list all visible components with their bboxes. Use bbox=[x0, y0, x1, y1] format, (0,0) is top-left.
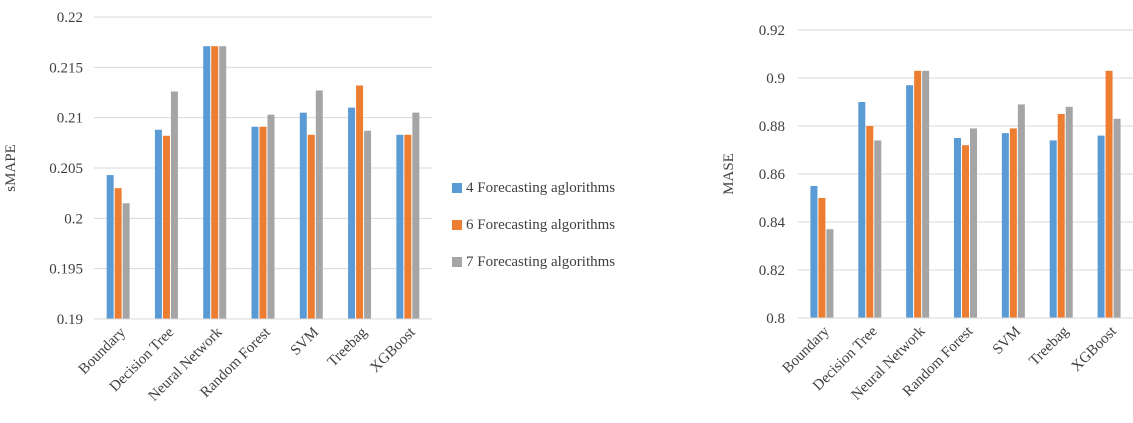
mase-y-tick-label: 0.82 bbox=[759, 263, 785, 279]
smape-y-tick-label: 0.21 bbox=[57, 111, 83, 127]
mase-bar-neural-network-series-1 bbox=[906, 85, 914, 318]
smape-bar-treebag-series-3 bbox=[364, 130, 372, 319]
legend-item-7-algorithms: 7 Forecasting algorithms bbox=[452, 252, 615, 272]
smape-bar-neural-network-series-1 bbox=[203, 46, 211, 320]
legend-swatch-7-algorithms bbox=[452, 257, 462, 267]
smape-bar-treebag-series-2 bbox=[356, 85, 364, 319]
mase-bar-treebag-series-3 bbox=[1065, 106, 1073, 318]
mase-x-tick-label: Treebag bbox=[1026, 323, 1072, 369]
smape-x-tick-label: Treebag bbox=[325, 324, 371, 370]
smape-bar-neural-network-series-2 bbox=[211, 46, 219, 320]
mase-bar-decision-tree-series-1 bbox=[858, 102, 866, 318]
smape-bar-svm-series-1 bbox=[299, 112, 307, 319]
mase-bar-neural-network-series-2 bbox=[914, 70, 922, 318]
mase-bar-decision-tree-series-3 bbox=[874, 140, 882, 318]
legend: 4 Forecasting aglorithms 6 Forecasting a… bbox=[452, 178, 615, 289]
mase-bar-boundary-series-3 bbox=[826, 229, 834, 318]
mase-bar-svm-series-1 bbox=[1001, 133, 1009, 318]
smape-bar-svm-series-2 bbox=[307, 134, 315, 319]
mase-y-tick-label: 0.84 bbox=[759, 215, 786, 231]
mase-bar-neural-network-series-3 bbox=[922, 70, 930, 318]
legend-label-7-algorithms: 7 Forecasting algorithms bbox=[466, 253, 616, 270]
smape-bar-random-forest-series-1 bbox=[251, 126, 259, 319]
mase-y-axis-title: MASE bbox=[721, 153, 737, 195]
smape-y-tick-label: 0.215 bbox=[49, 60, 83, 76]
smape-bar-xgboost-series-2 bbox=[404, 134, 412, 319]
mase-x-tick-label: SVM bbox=[990, 324, 1024, 358]
mase-bar-svm-series-3 bbox=[1017, 104, 1025, 319]
smape-bar-treebag-series-1 bbox=[348, 107, 356, 319]
smape-bar-decision-tree-series-2 bbox=[162, 135, 170, 319]
smape-bar-xgboost-series-3 bbox=[412, 112, 420, 319]
smape-bar-xgboost-series-1 bbox=[396, 134, 404, 319]
smape-bar-boundary-series-3 bbox=[122, 203, 130, 319]
smape-bar-random-forest-series-2 bbox=[259, 126, 267, 319]
smape-y-tick-label: 0.22 bbox=[57, 10, 83, 26]
mase-bar-boundary-series-2 bbox=[818, 198, 826, 318]
mase-bar-boundary-series-1 bbox=[810, 186, 818, 318]
smape-bar-svm-series-3 bbox=[315, 90, 323, 319]
mase-bar-random-forest-series-3 bbox=[970, 128, 977, 318]
mase-bar-random-forest-series-2 bbox=[962, 145, 969, 318]
smape-x-tick-label: SVM bbox=[288, 325, 322, 359]
mase-bar-treebag-series-2 bbox=[1057, 114, 1065, 318]
mase-y-tick-label: 0.88 bbox=[759, 119, 785, 135]
smape-bar-decision-tree-series-1 bbox=[154, 129, 162, 319]
smape-y-tick-label: 0.205 bbox=[49, 161, 83, 177]
smape-x-tick-label: XGBoost bbox=[367, 324, 419, 376]
mase-bar-random-forest-series-1 bbox=[954, 138, 961, 318]
mase-chart: 0.80.820.840.860.880.90.92MASEBoundaryDe… bbox=[721, 23, 1133, 403]
legend-label-4-algorithms: 4 Forecasting aglorithms bbox=[466, 179, 616, 196]
smape-bar-boundary-series-2 bbox=[114, 188, 122, 319]
mase-y-tick-label: 0.86 bbox=[759, 167, 786, 183]
smape-bar-random-forest-series-3 bbox=[267, 114, 275, 319]
mase-bar-decision-tree-series-2 bbox=[866, 126, 874, 318]
smape-y-tick-label: 0.2 bbox=[64, 211, 83, 227]
smape-bar-neural-network-series-3 bbox=[219, 46, 227, 320]
mase-bar-xgboost-series-2 bbox=[1105, 70, 1113, 318]
smape-y-axis-title: sMAPE bbox=[3, 144, 19, 192]
legend-item-4-algorithms: 4 Forecasting aglorithms bbox=[452, 178, 615, 198]
smape-chart: 0.190.1950.20.2050.210.2150.22sMAPEBound… bbox=[3, 10, 432, 404]
mase-y-tick-label: 0.92 bbox=[759, 23, 785, 39]
mase-x-tick-label: XGBoost bbox=[1069, 323, 1121, 375]
smape-y-tick-label: 0.195 bbox=[49, 262, 83, 278]
smape-bar-decision-tree-series-3 bbox=[170, 91, 178, 319]
legend-swatch-6-algorithms bbox=[452, 220, 462, 230]
mase-bar-svm-series-2 bbox=[1009, 128, 1017, 318]
mase-bar-xgboost-series-3 bbox=[1113, 118, 1121, 318]
mase-y-tick-label: 0.9 bbox=[766, 71, 785, 87]
smape-bar-boundary-series-1 bbox=[106, 175, 114, 319]
legend-item-6-algorithms: 6 Forecasting algorithms bbox=[452, 215, 615, 235]
mase-bar-xgboost-series-1 bbox=[1097, 135, 1105, 318]
legend-swatch-4-algorithms bbox=[452, 183, 462, 193]
smape-y-tick-label: 0.19 bbox=[57, 312, 83, 328]
mase-y-tick-label: 0.8 bbox=[766, 311, 785, 327]
mase-bar-treebag-series-1 bbox=[1049, 140, 1057, 318]
legend-label-6-algorithms: 6 Forecasting algorithms bbox=[466, 216, 616, 233]
